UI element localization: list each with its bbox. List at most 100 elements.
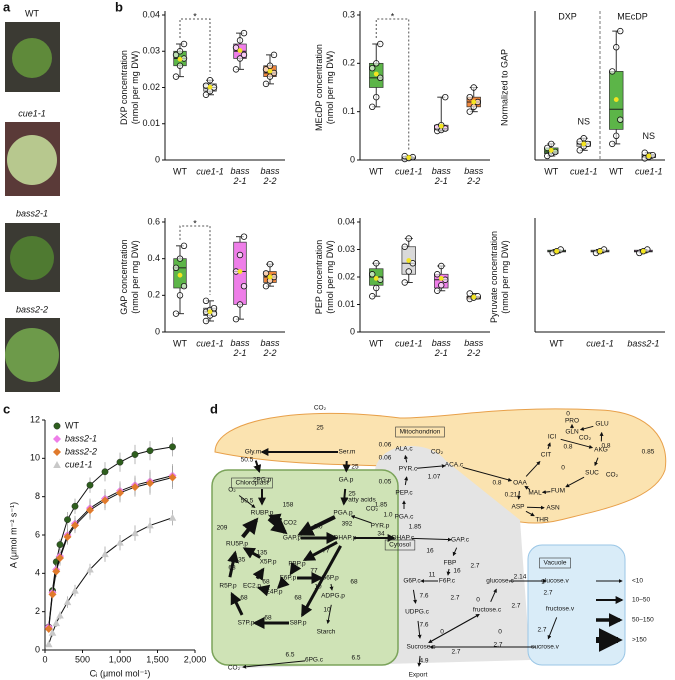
metabolite: CIT [541, 452, 552, 459]
flux-value: 2.7 [543, 590, 552, 597]
data-point [180, 40, 188, 48]
metabolite: Fatty acids [344, 497, 376, 504]
marker [56, 554, 64, 562]
y-tick-label: 0.1 [342, 106, 355, 116]
significance: * [193, 11, 197, 21]
x-tick-label: cue1-1 [196, 338, 224, 348]
flux-arrow [417, 655, 422, 667]
mean [373, 71, 379, 77]
metabolite: DHAP.p [334, 535, 357, 542]
y-tick-label: 0.2 [147, 290, 160, 300]
marker [146, 447, 154, 455]
marker [53, 435, 61, 443]
flux-arrow [404, 476, 409, 486]
flux-value: 7.6 [419, 593, 428, 600]
marker [53, 448, 61, 456]
flux-value: 68 [350, 579, 358, 586]
flux-value: 0.21 [505, 492, 518, 499]
flux-value: 135 [235, 557, 246, 564]
panel-letter: a [3, 0, 11, 14]
compartment-label: Cytosol [389, 542, 411, 549]
flux-arrow [579, 425, 594, 431]
marker [131, 483, 139, 492]
y-tick-label: 0.2 [342, 58, 355, 68]
flux-arrow [252, 567, 265, 581]
data-point [266, 73, 274, 80]
flux-arrow [230, 591, 244, 616]
flux-arrow [257, 584, 271, 597]
data-point [236, 37, 244, 44]
mean [207, 84, 213, 90]
metabolite: CO₂ [366, 506, 379, 513]
data-point [434, 287, 441, 294]
data-point [377, 74, 384, 82]
diagram: CO₂ Gly.m Ser.m 2PG.p O₂ RUBP.p CO2 GA.p Fatty a… [217, 405, 655, 679]
y-tick-label: 8 [35, 491, 40, 501]
metabolite: GLN [565, 429, 579, 436]
flux-arrow [276, 576, 290, 590]
flux-arrow [594, 457, 599, 467]
legend-label: cue1-1 [65, 459, 93, 469]
metabolite: GLU [595, 421, 609, 428]
y-tick-label: 0 [35, 644, 40, 654]
marker [71, 521, 79, 530]
metabolite: ICI [548, 434, 557, 441]
data-point [466, 93, 473, 101]
y-tick-label: 4 [35, 568, 40, 578]
photo-label: WT [25, 8, 39, 18]
data-point [373, 284, 380, 292]
data-point [576, 147, 583, 154]
mean [207, 309, 213, 315]
data-point [240, 282, 248, 290]
mean [406, 258, 412, 263]
data-point [580, 135, 587, 142]
flux-value: 0.05 [379, 479, 392, 486]
y-tick-label: 0.4 [147, 253, 160, 263]
marker [101, 468, 109, 476]
flux-value: 68 [294, 595, 302, 602]
flux-arrow [326, 604, 332, 624]
flux-value: 10 [323, 607, 331, 614]
flux-value: 1.0 [383, 512, 392, 519]
legend-label: bass2-2 [65, 446, 97, 456]
significance-bracket [375, 18, 410, 151]
marker [71, 502, 79, 510]
flux-arrow [516, 490, 521, 500]
metabolite: PEP.c [395, 490, 413, 497]
x-tick-label: 0 [42, 654, 47, 664]
data-point [266, 260, 274, 268]
data-point [409, 260, 416, 267]
flux-value: 4.9 [419, 658, 428, 665]
flux-value: 2.7 [470, 563, 479, 570]
y-tick-label: 2 [35, 606, 40, 616]
metabolite: ADPG.p [321, 593, 345, 600]
flux-arrow [452, 547, 458, 557]
mean [373, 275, 379, 281]
y-tick-label: 0.02 [142, 82, 160, 92]
legend-label: 10–50 [632, 597, 650, 604]
y-axis-label: MEcDP concentration(nmol per mg DW) [314, 44, 335, 131]
x-tick-label: WT [173, 166, 187, 176]
marker [52, 619, 61, 627]
data-point [609, 140, 616, 148]
x-tick-label: WT [550, 338, 564, 348]
y-tick-label: 12 [30, 414, 40, 424]
data-point [172, 310, 180, 317]
flux-value: 0 [561, 465, 565, 472]
flux-value: 0.8 [601, 443, 610, 450]
flux-value: 68 [228, 565, 236, 572]
y-tick-label: 0.3 [342, 9, 355, 19]
marker [63, 598, 72, 606]
flux-value: 68 [262, 579, 270, 586]
x-axis-label: Cᵢ (μmol mol⁻¹) [90, 668, 151, 678]
data-point [240, 51, 248, 59]
mean [177, 272, 183, 278]
flux-value: 68 [264, 615, 272, 622]
flux-value: 1.07 [428, 474, 441, 481]
metabolite: S8P.p [290, 620, 307, 627]
panel-letter: c [3, 401, 10, 416]
y-tick-label: 0 [350, 326, 355, 336]
